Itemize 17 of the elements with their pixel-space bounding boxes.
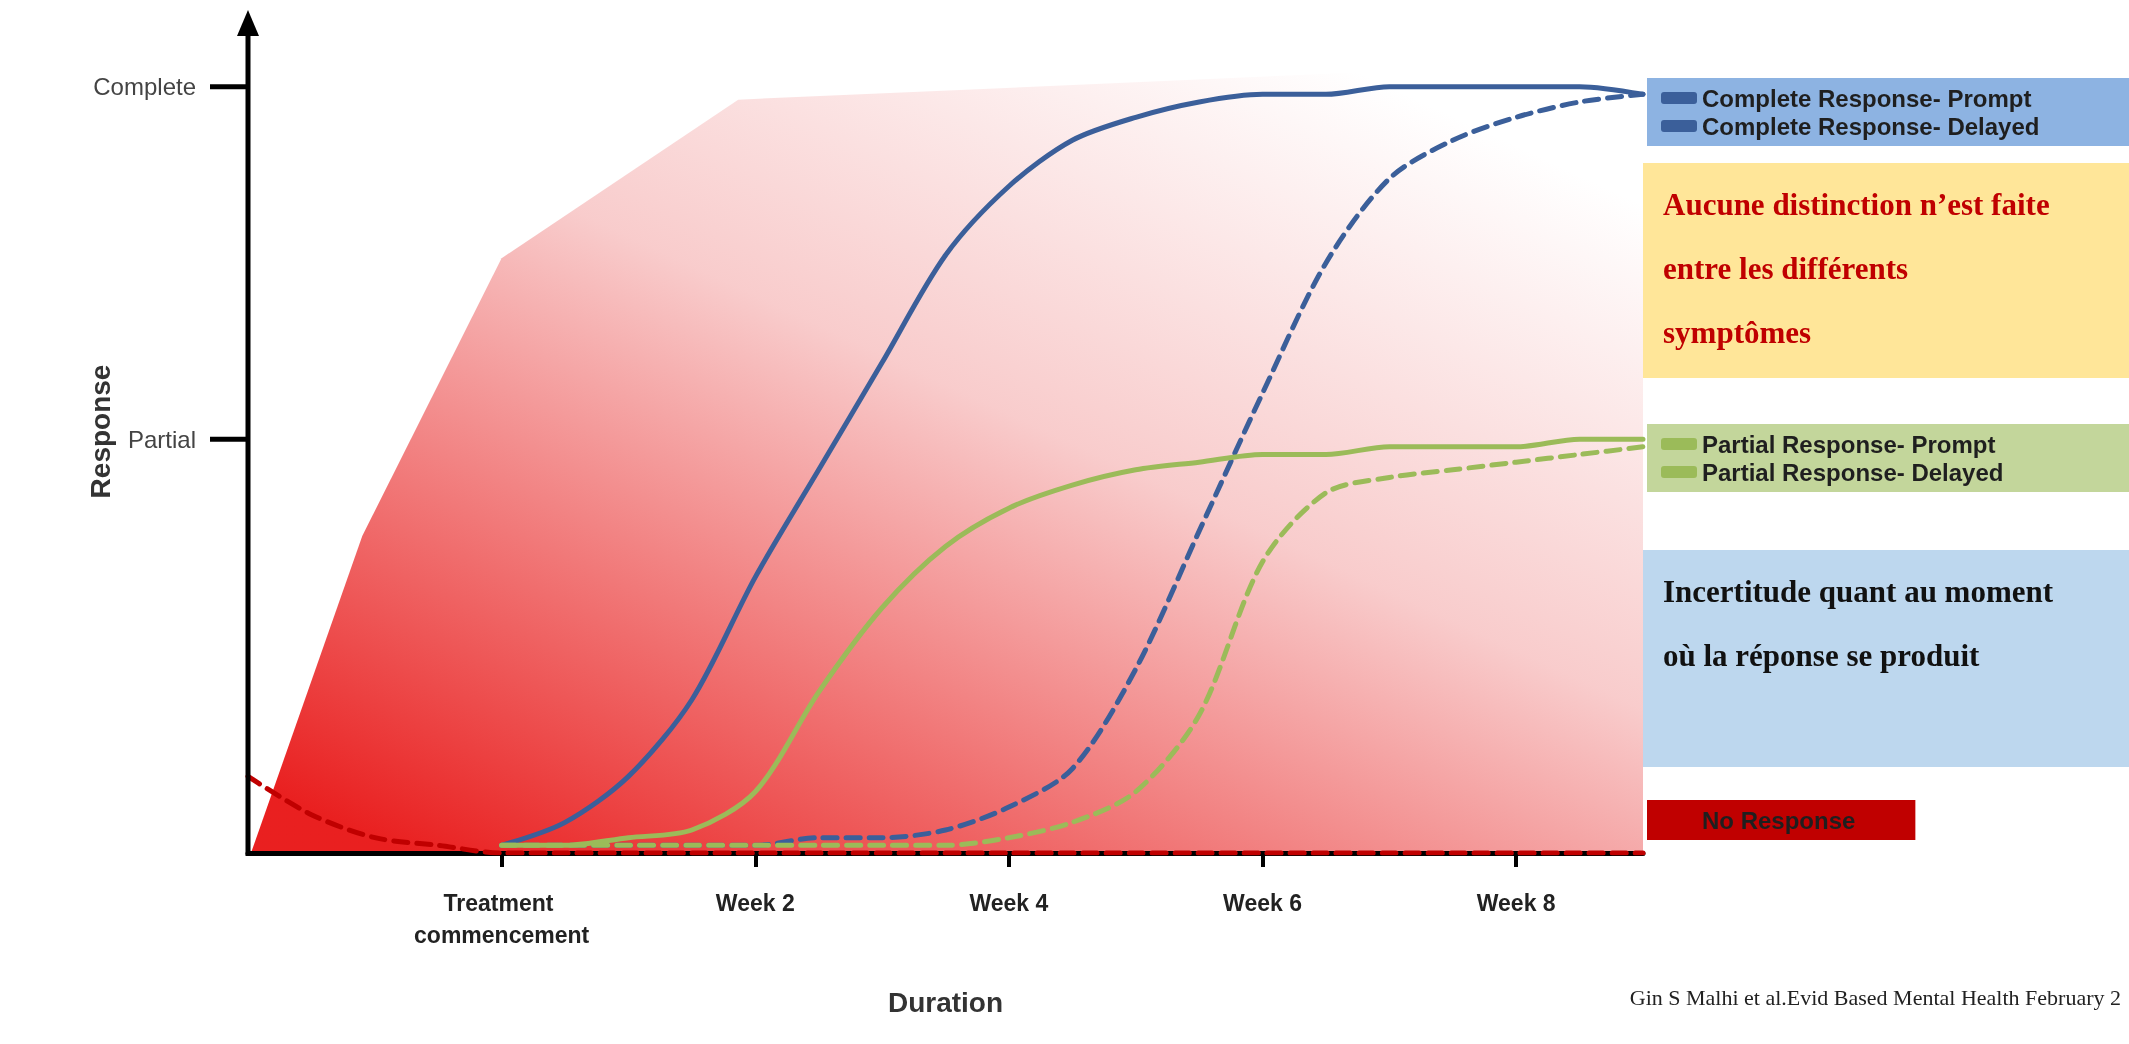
legend-label: Partial Response- Delayed bbox=[1702, 458, 2004, 486]
text: Incertitude quant au moment où la réponse se produit bbox=[1643, 550, 2129, 767]
x-tick-label: Week 8 bbox=[1476, 890, 1556, 916]
text: Gin S Malhi et al.Evid Based Mental Health February 2 bbox=[1629, 985, 2121, 1011]
text: Partial bbox=[127, 425, 196, 453]
text: No Response bbox=[1702, 806, 1856, 834]
text: Aucune distinction n’est faite entre les différents symptômes bbox=[1643, 163, 2129, 378]
x-tick-label: Week 2 bbox=[715, 890, 795, 916]
x-tick-label: Week 4 bbox=[969, 890, 1049, 916]
x-axis-title: Duration bbox=[887, 986, 1004, 1018]
x-tick-label: Treatment commencement bbox=[414, 890, 590, 948]
text: Complete bbox=[93, 73, 196, 101]
legend-label: Complete Response- Prompt bbox=[1702, 84, 2032, 112]
y-axis-title: Response bbox=[84, 364, 116, 499]
x-tick-label: Week 6 bbox=[1223, 890, 1302, 916]
legend-label: Partial Response- Prompt bbox=[1702, 430, 1996, 458]
legend-label: Complete Response- Delayed bbox=[1702, 112, 2040, 140]
